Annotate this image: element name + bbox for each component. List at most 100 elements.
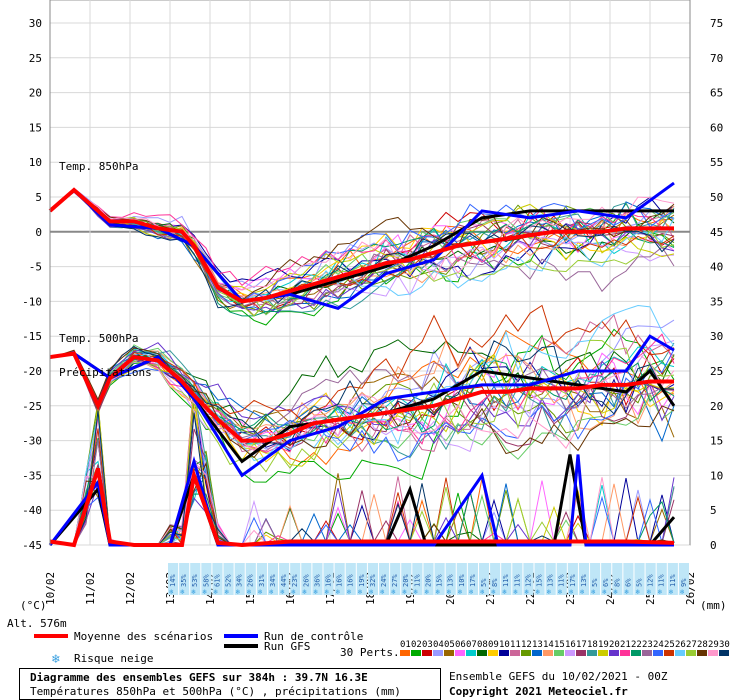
snowflake-icon: ❄ — [624, 588, 628, 596]
pert-number: 06 — [455, 640, 466, 650]
snow-risk-cell — [623, 563, 634, 595]
chart-title: Diagramme des ensembles GEFS sur 384h : … — [30, 671, 368, 684]
snowflake-icon: ❄ — [358, 588, 362, 596]
pert-number: 22 — [631, 640, 642, 650]
pert-number: 05 — [444, 640, 455, 650]
snowflake-icon: ❄ — [391, 588, 395, 596]
legend: Moyenne des scénarios Run de contrôle Ru… — [34, 630, 730, 667]
legend-perts-label: 30 Perts. — [340, 646, 400, 659]
pert-number: 03 — [422, 640, 433, 650]
snow-risk-cell — [434, 563, 445, 595]
pert-swatch — [675, 650, 685, 656]
snow-risk-value: 10% — [458, 574, 466, 587]
snow-risk-value: 12% — [647, 574, 655, 587]
snow-risk-cell — [267, 563, 279, 595]
pert-line-t500 — [49, 304, 675, 421]
snow-risk-cell — [467, 563, 478, 595]
pert-legend: 01 02 03 04 05 06 07 08 09 10 11 12 13 14 15 16 17 18 19 20… — [400, 640, 730, 656]
snow-risk-cell — [634, 563, 645, 595]
snow-risk-cell — [356, 563, 367, 595]
snow-risk-cell — [656, 563, 667, 595]
pert-swatch — [499, 650, 509, 656]
snow-risk-cell — [367, 563, 379, 595]
right-tick-label: 10 — [710, 469, 723, 482]
pert-number: 02 — [411, 640, 422, 650]
snow-risk-value: 23% — [291, 574, 299, 587]
copyright: Copyright 2021 Meteociel.fr — [449, 685, 628, 698]
snowflake-icon: ❄ — [658, 588, 662, 596]
snowflake-icon: ❄ — [424, 588, 428, 596]
snow-risk-value: 61% — [213, 574, 221, 587]
pert-number: 24 — [653, 640, 664, 650]
snow-risk-value: 20% — [402, 574, 410, 587]
snow-risk-cell — [179, 563, 190, 595]
snow-risk-cell — [523, 563, 534, 595]
snow-risk-cell — [223, 563, 234, 595]
right-tick-label: 65 — [710, 87, 723, 100]
pert-number: 29 — [708, 640, 719, 650]
right-tick-label: 25 — [710, 365, 723, 378]
snowflake-icon: ❄ — [491, 588, 495, 596]
right-tick-label: 60 — [710, 121, 723, 134]
snow-risk-value: 5% — [480, 578, 488, 587]
footer-title-box: Diagramme des ensembles GEFS sur 384h : … — [19, 668, 441, 700]
pert-number: 19 — [598, 640, 609, 650]
label-precip: Précipitations — [59, 366, 152, 379]
pert-number: 08 — [477, 640, 488, 650]
snowflake-icon: ❄ — [458, 588, 462, 596]
pert-swatch — [411, 650, 421, 656]
snowflake-icon: ❄ — [324, 588, 328, 596]
right-tick-label: 70 — [710, 52, 723, 65]
right-tick-label: 55 — [710, 156, 723, 169]
left-tick-label: -45 — [22, 539, 42, 552]
pert-number: 14 — [543, 640, 554, 650]
snow-risk-cell — [190, 563, 201, 595]
left-tick-label: 20 — [29, 87, 42, 100]
snowflake-icon: ❄ — [591, 588, 595, 596]
label-temp-850: Temp. 850hPa — [59, 160, 138, 173]
pert-swatch — [631, 650, 641, 656]
snow-risk-value: 26% — [247, 574, 255, 587]
snow-risk-value: 11% — [658, 574, 666, 587]
snow-risk-value: 11% — [413, 574, 421, 587]
snow-risk-value: 6% — [602, 578, 610, 587]
pert-swatch — [400, 650, 410, 656]
snowflake-icon: ❄ — [513, 588, 517, 596]
snow-risk-value: 16% — [336, 574, 344, 587]
snow-risk-cell — [279, 563, 290, 595]
snow-risk-cell — [323, 563, 334, 595]
pert-line-t850 — [49, 190, 675, 309]
pert-swatch — [477, 650, 487, 656]
snow-risk-cell — [590, 563, 601, 595]
grid — [49, 0, 691, 546]
series-moyenne-des-sc-narios-t850 — [48, 187, 674, 304]
pert-swatch — [510, 650, 520, 656]
snow-risk-value: 26% — [302, 574, 310, 587]
snowflake-icon: ❄ — [225, 588, 229, 596]
snowflake-icon: ❄ — [380, 588, 384, 596]
main-series — [48, 181, 676, 548]
pert-number: 25 — [664, 640, 675, 650]
pert-number: 15 — [554, 640, 565, 650]
pert-swatch — [686, 650, 696, 656]
snowflake-icon: ❄ — [213, 588, 217, 596]
legend-control-label: Run de contrôle — [264, 630, 363, 643]
snowflake-icon: ❄ — [635, 588, 639, 596]
pert-swatch — [576, 650, 586, 656]
pert-swatch — [521, 650, 531, 656]
legend-snow-label: Risque neige — [74, 652, 153, 665]
snow-risk-cell — [312, 563, 323, 595]
right-tick-label: 15 — [710, 435, 723, 448]
pert-number: 28 — [697, 640, 708, 650]
right-tick-label: 45 — [710, 226, 723, 239]
snow-risk-value: 16% — [347, 574, 355, 587]
snow-risk-cell — [512, 563, 523, 595]
snowflake-icon: ❄ — [469, 588, 473, 596]
series-moyenne-des-sc-narios-t500 — [49, 351, 674, 443]
pert-line-t500 — [49, 342, 675, 459]
snow-risk-cell — [556, 563, 567, 595]
pert-number: 20 — [609, 640, 620, 650]
snow-risk-value: 8% — [491, 578, 499, 587]
snow-risk-cell — [256, 563, 267, 595]
